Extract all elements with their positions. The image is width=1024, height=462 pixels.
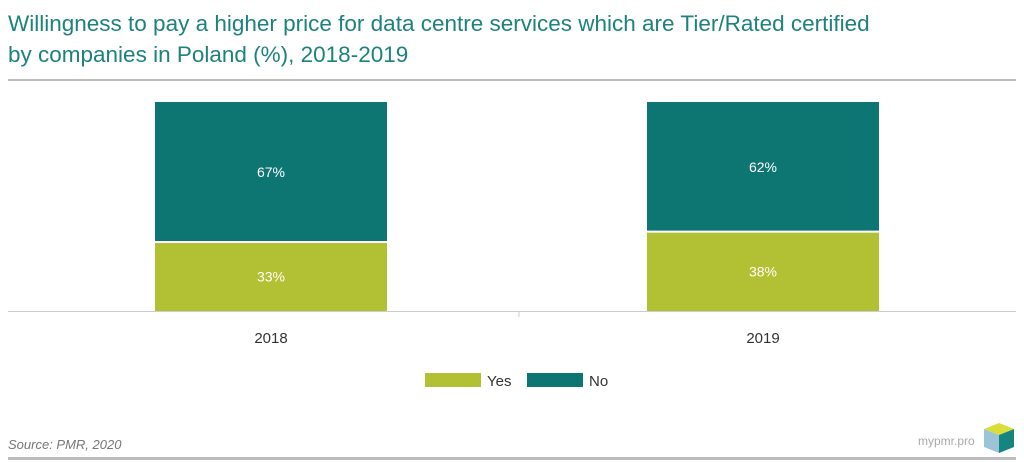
- footer-divider: [8, 457, 1016, 460]
- data-label: 62%: [749, 159, 777, 175]
- legend-swatch-yes: [425, 373, 481, 387]
- bar-no-2018: [155, 102, 387, 243]
- title-line-1: Willingness to pay a higher price for da…: [8, 11, 870, 36]
- stacked-bar-chart: 33% 67% 2018 38% 62% 2019 Yes No: [8, 102, 1016, 390]
- legend-label-yes: Yes: [487, 373, 511, 390]
- brand-text: mypmr.pro: [918, 434, 975, 448]
- title-divider: [8, 79, 1016, 81]
- data-label: 38%: [749, 263, 777, 279]
- data-label: 67%: [257, 164, 285, 180]
- bar-yes-2018: [155, 242, 387, 311]
- data-label: 33%: [257, 269, 285, 285]
- pmr-logo-icon: [984, 423, 1014, 453]
- source-note: Source: PMR, 2020: [8, 437, 122, 452]
- title-line-2: by companies in Poland (%), 2018-2019: [8, 42, 409, 67]
- legend-label-no: No: [589, 373, 608, 390]
- chart-title: Willingness to pay a higher price for da…: [8, 8, 870, 70]
- x-tick-label: 2019: [746, 330, 779, 347]
- bar-yes-2019: [647, 231, 879, 311]
- bar-no-2019: [647, 102, 879, 232]
- x-tick-label: 2018: [254, 330, 287, 347]
- legend-swatch-no: [527, 373, 583, 387]
